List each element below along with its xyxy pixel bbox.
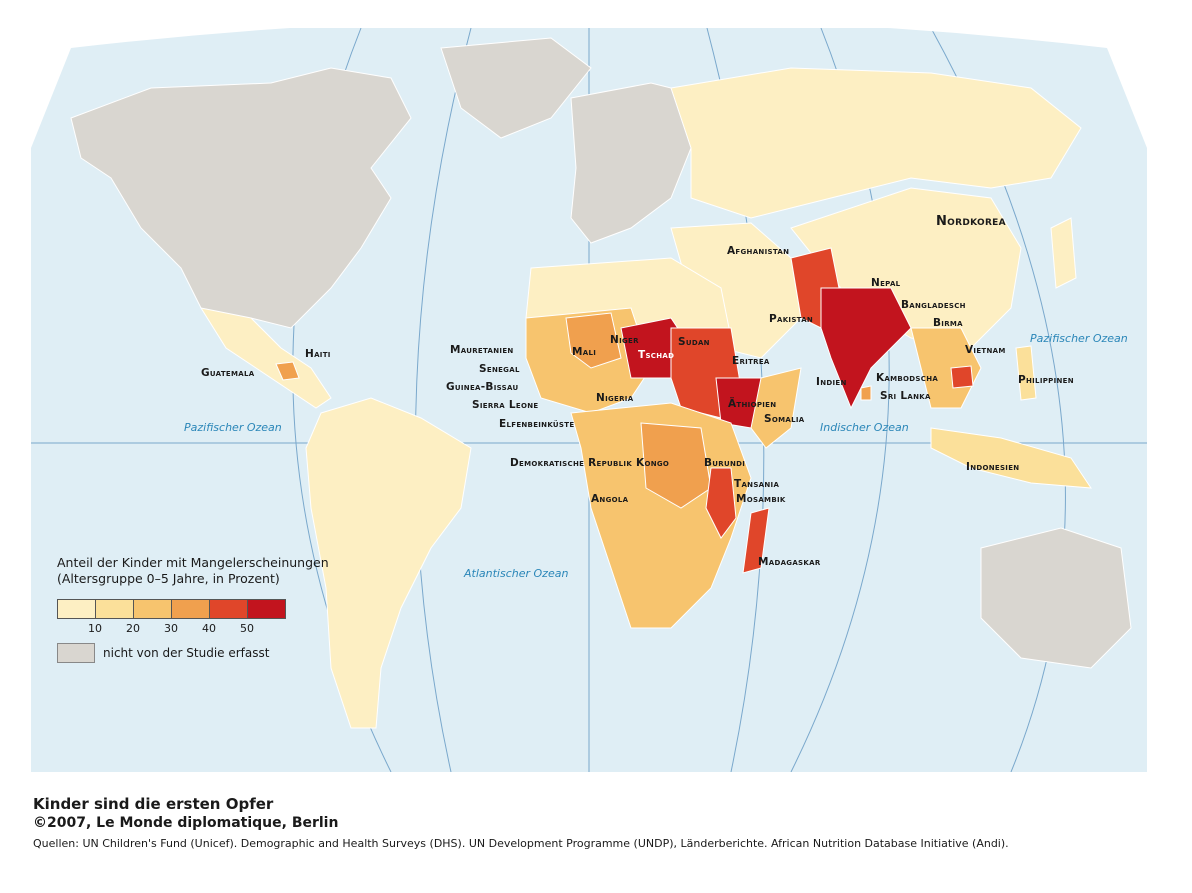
legend-tick: 50 — [240, 622, 254, 635]
legend-title-line1: Anteil der Kinder mit Mangelerscheinunge… — [57, 555, 329, 570]
ocean-label-pacific-east: Pazifischer Ozean — [1030, 332, 1128, 345]
legend-swatch-40-50 — [210, 600, 248, 618]
label-angola: Angola — [591, 493, 629, 505]
philippines — [1015, 345, 1037, 401]
legend-tick: 40 — [202, 622, 216, 635]
label-kambodscha: Kambodscha — [876, 372, 939, 384]
legend-color-scale — [57, 599, 286, 619]
legend-no-data: nicht von der Studie erfasst — [57, 643, 329, 663]
legend-tick: 20 — [126, 622, 140, 635]
south-america — [305, 397, 472, 729]
label-philippinen: Philippinen — [1018, 374, 1074, 386]
horn — [750, 367, 802, 449]
ocean-label-indian: Indischer Ozean — [820, 421, 909, 434]
legend-swatch-20-30 — [134, 600, 172, 618]
north-america — [70, 67, 412, 329]
legend-title: Anteil der Kinder mit Mangelerscheinunge… — [57, 555, 329, 587]
label-afghanistan: Afghanistan — [727, 245, 790, 257]
map-legend: Anteil der Kinder mit Mangelerscheinunge… — [57, 555, 329, 663]
sri-lanka — [860, 385, 872, 401]
label-mauretanien: Mauretanien — [450, 344, 514, 356]
label-mali: Mali — [572, 346, 597, 358]
label-sudan: Sudan — [678, 336, 710, 348]
madagascar — [742, 507, 770, 574]
legend-no-data-swatch — [57, 643, 95, 663]
label-birma: Birma — [933, 317, 963, 329]
sahel-mali — [565, 312, 622, 369]
label-guinea-bissau: Guinea-Bissau — [446, 381, 519, 393]
label-dr-kongo: Demokratische Republik Kongo — [510, 457, 670, 469]
central-america — [199, 307, 332, 409]
map-canvas — [31, 28, 1147, 772]
world-map: Pazifischer Ozean Pazifischer Ozean Atla… — [31, 28, 1147, 772]
label-sri-lanka: Sri Lanka — [880, 390, 931, 402]
label-aethiopien: Äthiopien — [728, 398, 777, 410]
caption-sources: Quellen: UN Children's Fund (Unicef). De… — [33, 837, 1009, 850]
label-haiti: Haiti — [305, 348, 331, 360]
map-caption: Kinder sind die ersten Opfer ©2007, Le M… — [33, 795, 1009, 850]
east-africa-red — [705, 467, 737, 539]
label-eritrea: Eritrea — [732, 355, 770, 367]
legend-swatch-50-plus — [248, 600, 285, 618]
label-madagaskar: Madagaskar — [758, 556, 821, 568]
legend-tick: 10 — [88, 622, 102, 635]
legend-tick: 30 — [164, 622, 178, 635]
label-tschad: Tschad — [638, 349, 675, 361]
label-indonesien: Indonesien — [966, 461, 1020, 473]
greenland — [440, 37, 592, 139]
label-niger: Niger — [610, 334, 639, 346]
legend-swatch-0-10 — [58, 600, 96, 618]
label-nepal: Nepal — [871, 277, 901, 289]
ocean-label-pacific-west: Pazifischer Ozean — [184, 421, 282, 434]
label-sierra-leone: Sierra Leone — [472, 399, 539, 411]
guatemala-region — [275, 361, 300, 381]
congo — [640, 422, 712, 509]
legend-ticks: 10 20 30 40 50 — [57, 619, 286, 635]
southeast-asia — [910, 327, 982, 409]
ocean-label-atlantic: Atlantischer Ozean — [464, 567, 569, 580]
legend-swatch-30-40 — [172, 600, 210, 618]
label-burundi: Burundi — [704, 457, 746, 469]
label-mosambik: Mosambik — [736, 493, 786, 505]
label-bangladesch: Bangladesch — [901, 299, 966, 311]
australia — [980, 527, 1132, 669]
label-nigeria: Nigeria — [596, 392, 634, 404]
legend-no-data-label: nicht von der Studie erfasst — [103, 646, 270, 660]
legend-title-line2: (Altersgruppe 0–5 Jahre, in Prozent) — [57, 571, 280, 586]
indonesia — [930, 427, 1092, 489]
russia — [670, 67, 1082, 219]
legend-swatch-10-20 — [96, 600, 134, 618]
label-senegal: Senegal — [479, 363, 520, 375]
label-vietnam: Vietnam — [965, 344, 1006, 356]
label-tansania: Tansania — [734, 478, 780, 490]
label-elfenbeinkueste: Elfenbeinküste — [499, 418, 575, 430]
caption-credit: ©2007, Le Monde diplomatique, Berlin — [33, 815, 339, 831]
label-indien: Indien — [816, 376, 847, 388]
label-somalia: Somalia — [764, 413, 805, 425]
label-nordkorea: Nordkorea — [936, 214, 1006, 229]
label-pakistan: Pakistan — [769, 313, 814, 325]
cambodia — [950, 365, 974, 389]
caption-title: Kinder sind die ersten Opfer — [33, 795, 274, 813]
japan — [1050, 217, 1077, 289]
label-guatemala: Guatemala — [201, 367, 255, 379]
